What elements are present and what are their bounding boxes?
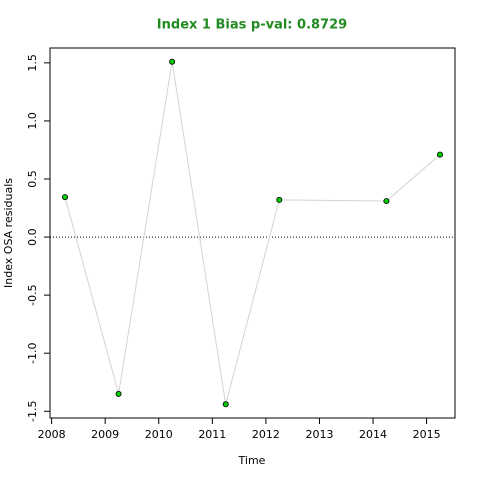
y-tick-label: -1.5 <box>26 401 39 422</box>
y-axis-label: Index OSA residuals <box>2 178 15 288</box>
y-tick-label: 1.5 <box>26 54 39 72</box>
y-tick-label: 0.0 <box>26 228 39 246</box>
x-tick-label: 2015 <box>413 428 441 441</box>
x-axis-label: Time <box>238 454 266 467</box>
point <box>169 58 176 65</box>
point <box>62 194 69 201</box>
y-tick-label: -1.0 <box>26 342 39 363</box>
y-tick-label: -0.5 <box>26 284 39 305</box>
x-tick-label: 2008 <box>38 428 66 441</box>
x-tick-label: 2010 <box>145 428 173 441</box>
x-tick-label: 2014 <box>359 428 387 441</box>
point <box>115 390 122 397</box>
chart-title: Index 1 Bias p-val: 0.8729 <box>157 18 347 33</box>
point <box>222 401 229 408</box>
y-tick-label: 0.5 <box>26 170 39 188</box>
point <box>383 198 390 205</box>
plot-frame <box>49 47 456 419</box>
x-tick-label: 2011 <box>198 428 226 441</box>
point <box>436 151 443 158</box>
y-tick-label: 1.0 <box>26 112 39 130</box>
series-line <box>64 61 441 405</box>
x-tick-label: 2013 <box>305 428 333 441</box>
x-tick-label: 2012 <box>252 428 280 441</box>
point <box>276 196 283 203</box>
x-tick-label: 2009 <box>91 428 119 441</box>
